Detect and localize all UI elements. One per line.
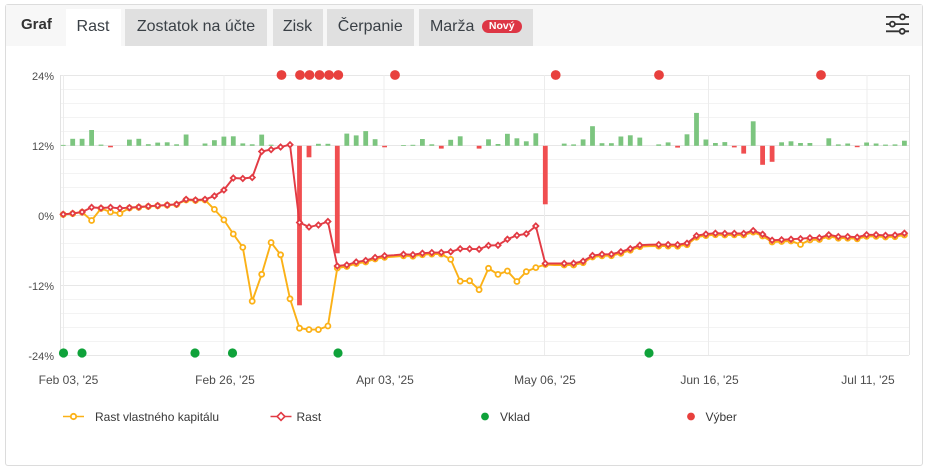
svg-text:12%: 12% <box>32 141 54 153</box>
svg-text:-24%: -24% <box>28 351 54 363</box>
svg-text:May 06, '25: May 06, '25 <box>514 373 576 387</box>
svg-text:-12%: -12% <box>28 281 54 293</box>
svg-text:Jun 16, '25: Jun 16, '25 <box>680 373 739 387</box>
svg-text:Apr 03, '25: Apr 03, '25 <box>356 373 414 387</box>
svg-text:24%: 24% <box>32 71 54 83</box>
svg-text:Jul 11, '25: Jul 11, '25 <box>841 373 895 387</box>
svg-text:Feb 26, '25: Feb 26, '25 <box>195 373 255 387</box>
svg-text:Rast vlastného kapitálu: Rast vlastného kapitálu <box>95 410 219 424</box>
svg-text:0%: 0% <box>38 211 54 223</box>
svg-text:Rast: Rast <box>297 410 322 424</box>
svg-text:Feb 03, '25: Feb 03, '25 <box>39 373 99 387</box>
svg-text:Výber: Výber <box>706 410 737 424</box>
svg-text:Vklad: Vklad <box>500 410 530 424</box>
